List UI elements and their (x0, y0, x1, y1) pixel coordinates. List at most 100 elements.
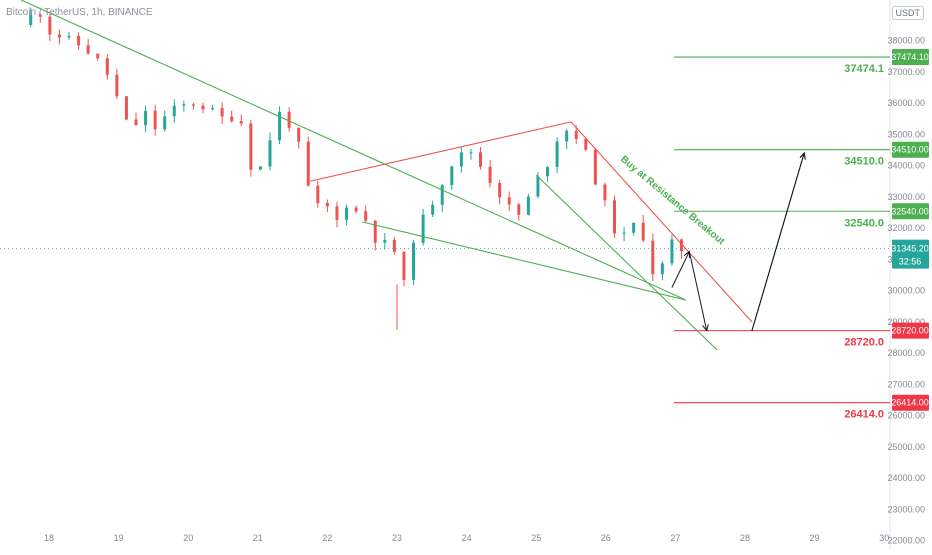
candle-body (679, 239, 683, 252)
y-tick-label: 36000.00 (887, 98, 925, 108)
candle-body (105, 58, 109, 75)
projection-gap (707, 326, 752, 331)
candle-body (354, 207, 358, 212)
candle-body (622, 232, 626, 234)
candle-body (469, 152, 473, 154)
x-tick-label: 22 (322, 533, 332, 543)
candle-body (306, 141, 310, 186)
currency-badge[interactable]: USDT (891, 6, 924, 20)
level-price-tag-text: 37474.10 (891, 52, 929, 62)
candle-body (201, 105, 205, 110)
candle-body (412, 242, 416, 280)
y-tick-label: 35000.00 (887, 129, 925, 139)
x-tick-label: 21 (253, 533, 263, 543)
candle-body (191, 104, 195, 106)
candle-body (651, 240, 655, 275)
candle-body (67, 35, 71, 38)
level-price-tag-text: 32540.00 (891, 206, 929, 216)
candle-body (440, 185, 444, 205)
candle-body (134, 119, 138, 126)
level-price-tag-text: 28720.00 (891, 326, 929, 336)
candles (29, 7, 683, 287)
candle-body (239, 121, 243, 124)
level-label: 34510.0 (844, 156, 884, 168)
candle-body (335, 206, 339, 220)
y-tick-label: 24000.00 (887, 473, 925, 483)
x-tick-label: 26 (601, 533, 611, 543)
candle-body (316, 185, 320, 204)
level-label: 37474.1 (844, 63, 884, 75)
y-tick-label: 38000.00 (887, 36, 925, 46)
x-tick-label: 19 (114, 533, 124, 543)
projection-arrow (688, 251, 706, 331)
candle-body (345, 207, 349, 220)
level-price-tag (892, 203, 929, 220)
candle-body (574, 130, 578, 139)
current-price-tag (892, 239, 929, 269)
candle-body (507, 197, 511, 205)
symbol-header: Bitcoin / TetherUS, 1h, BINANCE (6, 7, 153, 18)
candle-body (96, 53, 100, 59)
y-tick-label: 28000.00 (887, 348, 925, 358)
level-price-tag (892, 49, 929, 66)
trend-line (570, 121, 753, 323)
current-price-value: 31345.20 (891, 244, 929, 254)
candle-body (517, 204, 521, 215)
candle-body (38, 15, 42, 17)
candle-body (29, 15, 33, 25)
projection-arrow (671, 252, 689, 288)
candle-body (584, 138, 588, 150)
x-tick-label: 30 (879, 533, 889, 543)
candle-body (325, 203, 329, 207)
level-label: 26414.0 (844, 409, 884, 421)
x-tick-label: 28 (740, 533, 750, 543)
x-tick-label: 27 (670, 533, 680, 543)
trend-line (535, 174, 718, 351)
candle-body (660, 263, 664, 275)
candle-body (603, 184, 607, 201)
y-tick-label: 37000.00 (887, 67, 925, 77)
candle-body (258, 166, 262, 170)
candle-body (526, 196, 530, 215)
candle-body (402, 251, 406, 280)
x-tick-label: 29 (810, 533, 820, 543)
candle-body (77, 35, 81, 46)
x-tick-label: 25 (531, 533, 541, 543)
candle-body (555, 141, 559, 167)
y-tick-label: 27000.00 (887, 379, 925, 389)
candle-body (479, 152, 483, 167)
candle-body (86, 45, 90, 54)
candle-body (488, 166, 492, 184)
candle-body (450, 166, 454, 186)
trend-line (362, 221, 686, 301)
y-tick-label: 29000.00 (887, 317, 925, 327)
trend-line (20, 0, 687, 301)
candle-body (278, 111, 282, 141)
projection-arrow (751, 153, 804, 331)
candle-body (536, 176, 540, 197)
candle-body (613, 200, 616, 234)
candle-countdown: 32:56 (899, 257, 922, 267)
candle-body (546, 166, 550, 177)
candle-body (220, 108, 224, 117)
x-tick-label: 18 (44, 533, 54, 543)
candle-body (431, 204, 435, 215)
candle-body (364, 211, 368, 221)
candle-body (392, 239, 396, 252)
y-tick-label: 30000.00 (887, 286, 925, 296)
y-tick-label: 33000.00 (887, 192, 925, 202)
y-tick-label: 26000.00 (887, 411, 925, 421)
candle-body (115, 74, 119, 97)
level-price-tag (892, 141, 929, 158)
level-label: 28720.0 (844, 337, 884, 349)
trend-line (309, 121, 572, 182)
candle-body (459, 152, 463, 167)
candle-body (641, 222, 645, 241)
y-tick-label: 22000.00 (887, 536, 925, 546)
candle-body (498, 183, 502, 198)
level-price-tag (892, 394, 929, 411)
x-tick-label: 24 (462, 533, 472, 543)
y-tick-label: 34000.00 (887, 161, 925, 171)
